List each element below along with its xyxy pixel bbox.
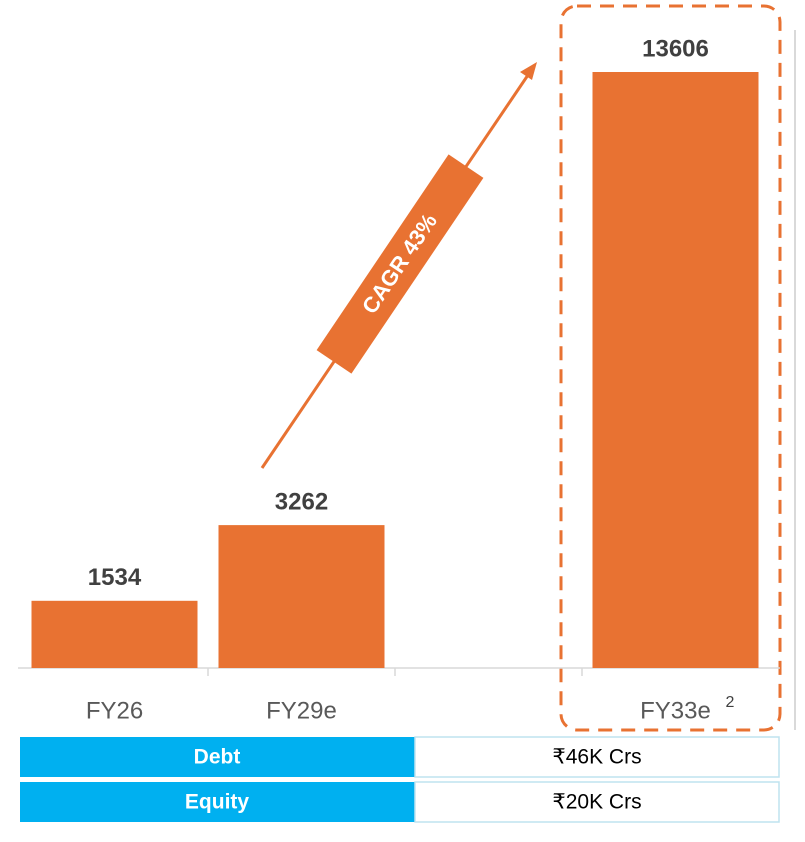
bar [31,600,198,668]
row-label: Debt [194,746,241,769]
highlight-box [559,4,782,732]
value-label: 3262 [275,488,328,515]
bar [592,72,759,668]
x-tick-label: FY29e [266,697,337,724]
x-tick-label: FY26 [86,697,143,724]
cagr-arrow: CAGR 43% [260,62,537,469]
row-value: ₹20K Crs [552,791,641,814]
row-value: ₹46K Crs [552,746,641,769]
x-tick-label: FY33e [640,697,711,724]
table-cell [20,782,415,822]
table-cell [20,737,415,777]
table-cell [414,736,780,778]
row-label: Equity [185,791,249,814]
table-cell [414,781,780,823]
bar [218,525,385,668]
value-label: 13606 [642,35,709,62]
value-label: 1534 [88,564,142,591]
footnote-marker: 2 [726,694,735,711]
